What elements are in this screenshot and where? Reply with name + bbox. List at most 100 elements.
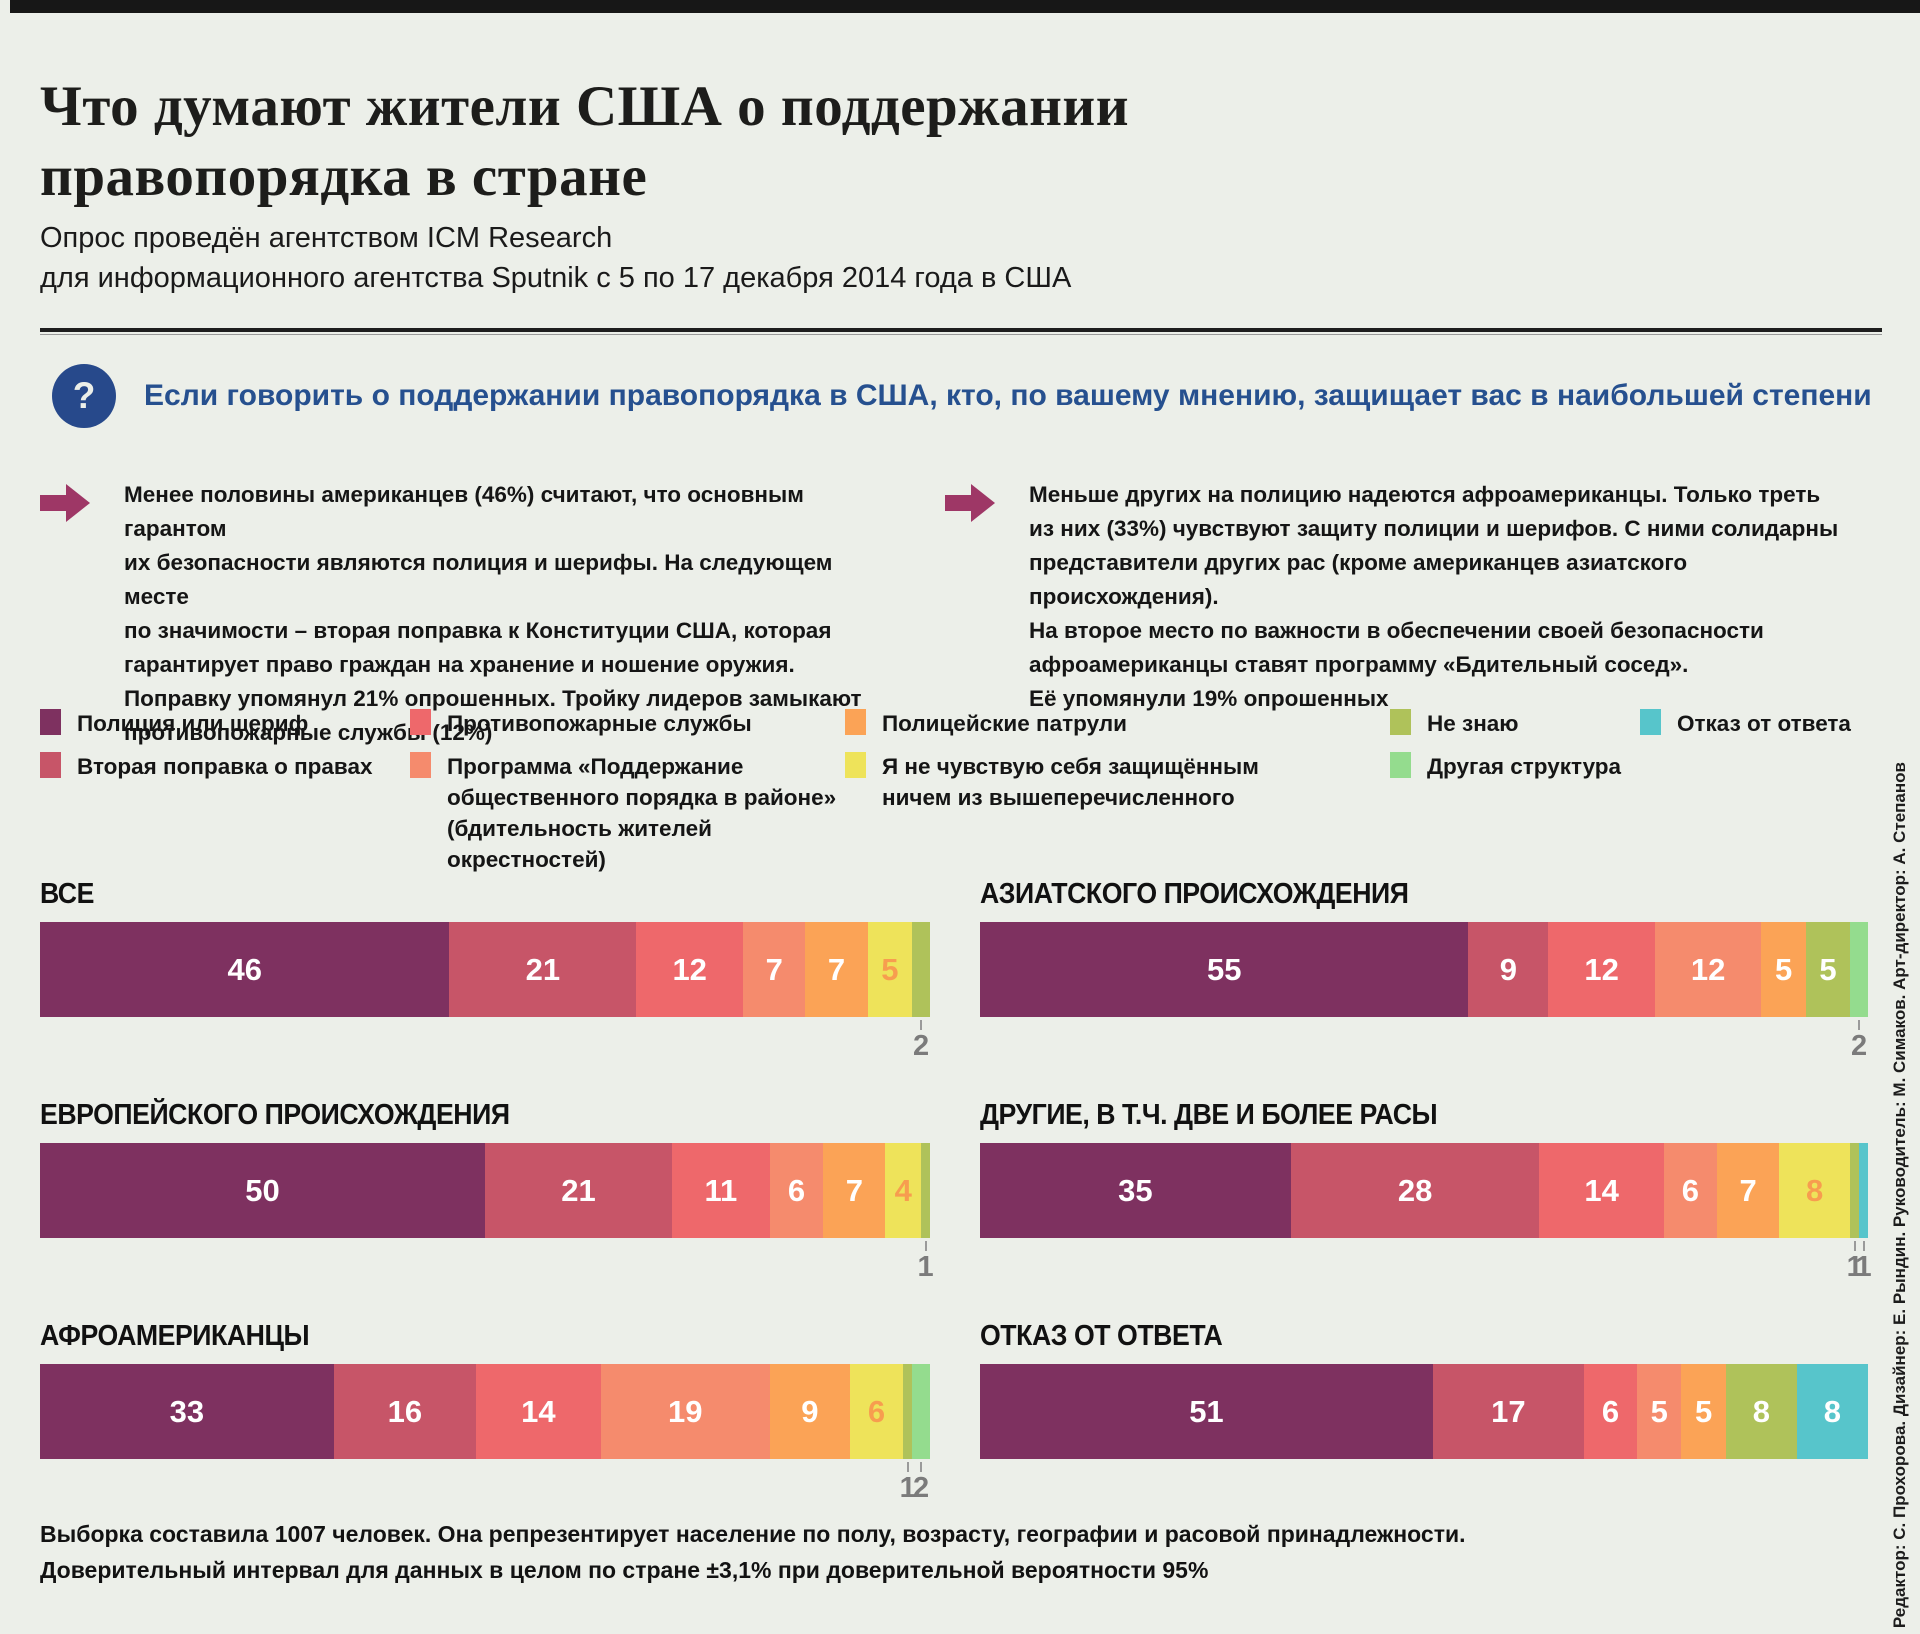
below-value: 1 [917, 1251, 934, 1283]
segment-value: 11 [704, 1172, 738, 1208]
segment-value: 12 [1690, 951, 1726, 987]
question-text: Если говорить о поддержании правопорядка… [144, 379, 1872, 412]
legend-column: Противопожарные службы Программа «Поддерж… [410, 708, 845, 875]
segment-value: 5 [881, 951, 899, 987]
below-cell [1548, 1017, 1655, 1065]
legend-item: Не знаю [1390, 708, 1640, 739]
legend-label: Противопожарные службы [447, 711, 752, 736]
below-cell [823, 1238, 885, 1286]
below-cell: 1 [900, 1459, 916, 1507]
below-value: 1 [899, 1472, 916, 1504]
below-cell [1797, 1459, 1868, 1507]
segment-value: 5 [1819, 951, 1837, 987]
below-cell [743, 1017, 805, 1065]
segment-value: 5 [1650, 1393, 1668, 1429]
arrow-right-icon [945, 484, 995, 522]
segment-value: 21 [561, 1172, 596, 1208]
segment-value: 7 [1739, 1172, 1757, 1208]
bar-segment-police: 46 [40, 922, 450, 1017]
bar-segment-none: 8 [1779, 1143, 1851, 1238]
page-title: Что думают жители США о поддержании право… [40, 75, 1130, 208]
bar-segment-patrol: 5 [1761, 922, 1806, 1017]
bar-segment-program: 6 [1663, 1143, 1717, 1238]
bar-segment-dontknow: 8 [1725, 1364, 1797, 1459]
bar-segment-program: 6 [769, 1143, 824, 1238]
bar-segment-fire: 12 [636, 922, 744, 1017]
bar-segment-patrol: 7 [823, 1143, 886, 1238]
legend-swatch-other [1390, 752, 1411, 778]
legend-item: Я не чувствую себя защищённым ничем из вы… [845, 751, 1390, 813]
bar-segment-program: 7 [743, 922, 806, 1017]
below-cell [1468, 1017, 1548, 1065]
bar-segment-other [912, 1364, 930, 1459]
bar-segment-police: 51 [980, 1364, 1433, 1459]
below-cell [449, 1017, 636, 1065]
segment-value: 9 [801, 1393, 819, 1429]
below-value: 1 [1855, 1251, 1872, 1283]
credits-vertical: Редактор: С. Прохорова. Дизайнер: Е. Рын… [1890, 761, 1909, 1628]
bar-segment-amendment: 21 [485, 1143, 672, 1238]
below-cell [601, 1459, 770, 1507]
below-tick [920, 1020, 923, 1030]
segment-value: 6 [867, 1393, 886, 1429]
below-cell [805, 1017, 867, 1065]
segment-value: 5 [1695, 1393, 1713, 1429]
bar-segment-program: 12 [1654, 922, 1762, 1017]
stacked-bar: 35 28 14 6 7 8 [980, 1143, 1868, 1238]
bar-segment-dontknow [921, 1143, 930, 1238]
stacked-bar: 55 9 12 12 5 5 [980, 922, 1868, 1017]
chart-title: ВСЕ [40, 878, 94, 910]
legend-item: Полиция или шериф [40, 708, 410, 739]
below-cell [980, 1459, 1433, 1507]
bar-segment-police: 55 [980, 922, 1469, 1017]
below-value: 2 [913, 1030, 930, 1062]
below-cell [980, 1238, 1291, 1286]
below-cell [868, 1017, 913, 1065]
bar-segment-fire: 11 [671, 1143, 770, 1238]
bar-segment-none: 4 [885, 1143, 922, 1238]
bar-segment-fire: 14 [476, 1364, 601, 1459]
callout-left: Менее половины американцев (46%) считают… [40, 478, 945, 750]
legend-label: Вторая поправка о правах [77, 754, 373, 779]
legend-column: Отказ от ответа [1640, 708, 1880, 875]
segment-value: 14 [1584, 1172, 1619, 1208]
legend-label: Программа «Поддержание общественного поря… [447, 754, 837, 872]
footnote: Выборка составила 1007 человек. Она репр… [40, 1521, 1466, 1583]
bar-segment-other [1850, 922, 1868, 1017]
below-value: 2 [1850, 1030, 1868, 1062]
below-cell [1655, 1017, 1762, 1065]
segment-value: 21 [525, 951, 561, 987]
below-row: 2 [40, 1017, 930, 1065]
below-tick [920, 1462, 923, 1472]
stacked-bar: 51 17 6 5 5 8 8 [980, 1364, 1868, 1459]
below-cell [1664, 1238, 1717, 1286]
legend-swatch-dontknow [1390, 709, 1411, 735]
segment-value: 17 [1491, 1393, 1526, 1429]
bar-segment-patrol: 7 [1717, 1143, 1780, 1238]
below-cell [1717, 1238, 1779, 1286]
legend-label: Полиция или шериф [77, 711, 309, 736]
legend-swatch-fire [410, 709, 431, 735]
legend-item: Отказ от ответа [1640, 708, 1880, 739]
legend-item: Вторая поправка о правах [40, 751, 410, 782]
segment-value: 12 [672, 951, 707, 987]
below-cell: 1 [917, 1238, 934, 1286]
below-cell: 2 [1850, 1017, 1868, 1065]
below-value: 1 [1846, 1251, 1863, 1283]
segment-value: 8 [1823, 1393, 1842, 1429]
bar-segment-patrol: 7 [805, 922, 868, 1017]
segment-value: 7 [845, 1172, 863, 1208]
below-cell [1726, 1459, 1797, 1507]
segment-value: 6 [1681, 1172, 1699, 1208]
below-cell [672, 1238, 770, 1286]
legend-column: Полиция или шериф Вторая поправка о права… [40, 708, 410, 875]
below-row: 2 [980, 1017, 1868, 1065]
below-cell [40, 1459, 334, 1507]
below-cell [334, 1459, 476, 1507]
segment-value: 51 [1189, 1393, 1224, 1429]
legend-item: Полицейские патрули [845, 708, 1390, 739]
legend-label: Другая структура [1427, 754, 1622, 779]
